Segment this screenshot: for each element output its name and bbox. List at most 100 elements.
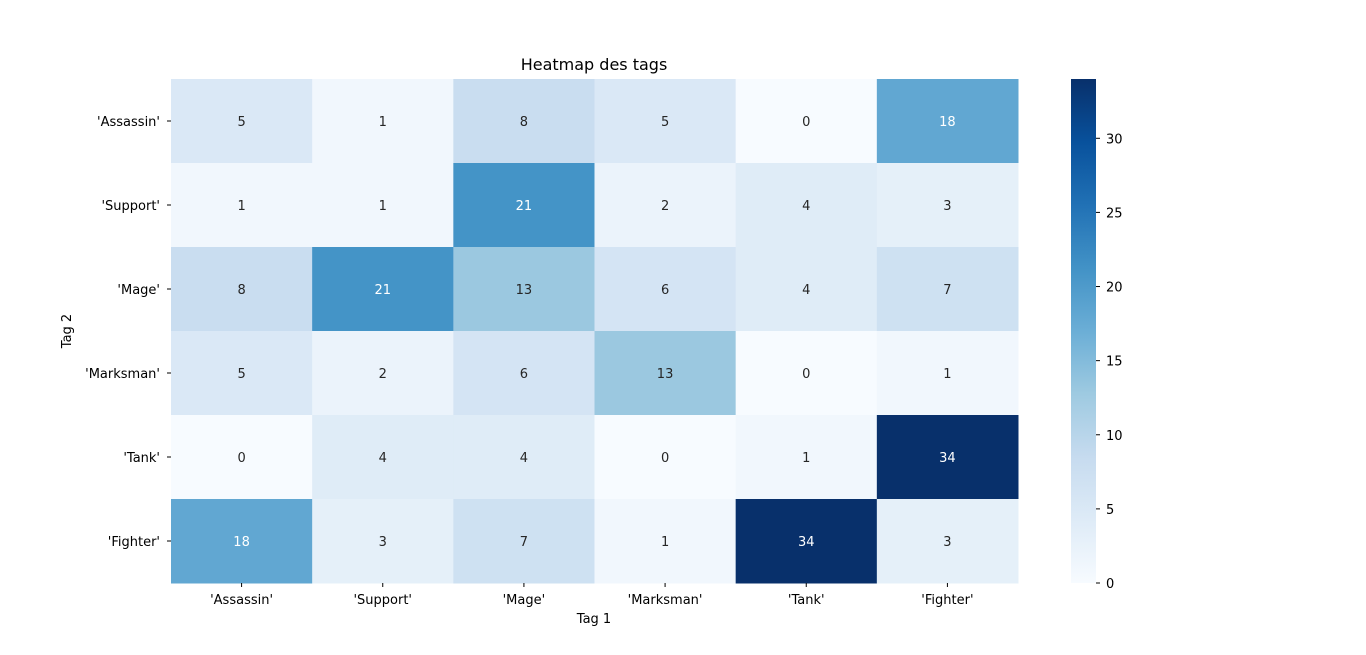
heatmap-cell [453, 415, 595, 500]
cell-value-label: 0 [802, 115, 810, 130]
heatmap-cell [876, 499, 1019, 584]
colorbar: 0 5 10 15 20 25 30 [1071, 79, 1123, 592]
cell-value-label: 1 [379, 199, 387, 214]
heatmap-cell [312, 163, 454, 248]
cell-value-label: 5 [661, 115, 669, 130]
cell-value-label: 0 [237, 451, 245, 466]
colorbar-tick-label: 5 [1106, 503, 1114, 518]
heatmap-cell [876, 247, 1019, 332]
y-axis-label: Tag 2 [60, 314, 75, 349]
cell-value-label: 8 [237, 283, 245, 298]
heatmap-cell [876, 163, 1019, 248]
cell-value-label: 1 [237, 199, 245, 214]
y-axis-ticks: 'Assassin' 'Support' 'Mage' 'Marksman' 'Tank… [85, 115, 171, 550]
heatmap-cell [594, 499, 737, 584]
heatmap-cell [453, 79, 595, 164]
x-tick-label: 'Assassin' [210, 593, 273, 608]
y-tick-label: 'Tank' [123, 451, 160, 466]
heatmap-cell [594, 331, 737, 416]
cell-value-label: 1 [661, 535, 669, 550]
y-tick-label: 'Fighter' [108, 535, 160, 550]
x-axis-ticks: 'Assassin' 'Support' 'Mage' 'Marksman' 'Tank… [210, 583, 974, 608]
colorbar-tick-label: 0 [1106, 577, 1114, 592]
cell-value-label: 1 [943, 367, 951, 382]
heatmap-cell [171, 331, 313, 416]
heatmap-cell [312, 331, 454, 416]
x-tick-label: 'Marksman' [628, 593, 703, 608]
heatmap-cell [312, 79, 454, 164]
cell-value-label: 3 [379, 535, 387, 550]
x-tick-label: 'Tank' [788, 593, 825, 608]
heatmap-cell [735, 247, 878, 332]
heatmap-cell [876, 331, 1019, 416]
y-tick-label: 'Marksman' [85, 367, 160, 382]
x-tick-label: 'Fighter' [921, 593, 973, 608]
colorbar-tick-label: 20 [1106, 281, 1123, 296]
y-tick-label: 'Mage' [117, 283, 160, 298]
cell-value-label: 18 [939, 115, 956, 130]
heatmap-cell [735, 415, 878, 500]
cell-value-label: 2 [661, 199, 669, 214]
cell-value-label: 21 [374, 283, 391, 298]
cell-value-label: 1 [802, 451, 810, 466]
heatmap-cell [312, 415, 454, 500]
cell-value-label: 2 [379, 367, 387, 382]
cell-value-label: 4 [379, 451, 387, 466]
heatmap-cell [594, 163, 737, 248]
cell-value-label: 5 [237, 367, 245, 382]
cell-value-label: 7 [943, 283, 951, 298]
heatmap-cell [171, 247, 313, 332]
heatmap-cell [171, 499, 313, 584]
heatmap-cell [453, 163, 595, 248]
heatmap-cell [594, 247, 737, 332]
heatmap-cell [312, 247, 454, 332]
cell-value-label: 34 [939, 451, 956, 466]
cell-value-label: 0 [802, 367, 810, 382]
cell-value-label: 8 [520, 115, 528, 130]
cell-value-label: 7 [520, 535, 528, 550]
cell-value-label: 5 [237, 115, 245, 130]
cell-value-label: 0 [661, 451, 669, 466]
colorbar-tick-label: 30 [1106, 132, 1123, 147]
heatmap-cell [876, 79, 1019, 164]
y-tick-label: 'Assassin' [97, 115, 160, 130]
heatmap-cell [594, 79, 737, 164]
cell-value-label: 34 [798, 535, 815, 550]
chart-title: Heatmap des tags [521, 55, 668, 74]
heatmap-cell [735, 331, 878, 416]
x-axis-label: Tag 1 [576, 612, 611, 627]
colorbar-tick-label: 15 [1106, 355, 1123, 370]
cell-value-label: 4 [802, 283, 810, 298]
cell-value-label: 4 [802, 199, 810, 214]
cell-value-label: 4 [520, 451, 528, 466]
heatmap-cell [594, 415, 737, 500]
heatmap-cell [735, 79, 878, 164]
x-tick-label: 'Support' [353, 593, 412, 608]
x-tick-label: 'Mage' [503, 593, 546, 608]
heatmap-cell [312, 499, 454, 584]
cell-value-label: 1 [379, 115, 387, 130]
cell-value-label: 6 [520, 367, 528, 382]
heatmap-cell [171, 415, 313, 500]
cell-value-label: 3 [943, 535, 951, 550]
heatmap-cell [171, 163, 313, 248]
heatmap-cell [453, 331, 595, 416]
y-tick-label: 'Support' [101, 199, 160, 214]
colorbar-tick-label: 25 [1106, 206, 1123, 221]
cell-value-label: 18 [233, 535, 250, 550]
heatmap-cell [171, 79, 313, 164]
heatmap-cell [453, 499, 595, 584]
heatmap-cell [453, 247, 595, 332]
colorbar-gradient [1071, 79, 1096, 583]
cell-value-label: 6 [661, 283, 669, 298]
heatmap-cell [876, 415, 1019, 500]
colorbar-tick-label: 10 [1106, 429, 1123, 444]
cell-value-label: 3 [943, 199, 951, 214]
cell-value-label: 13 [657, 367, 674, 382]
cell-value-label: 21 [516, 199, 533, 214]
heatmap-cell [735, 499, 878, 584]
heatmap-cell [735, 163, 878, 248]
cell-value-label: 13 [516, 283, 533, 298]
